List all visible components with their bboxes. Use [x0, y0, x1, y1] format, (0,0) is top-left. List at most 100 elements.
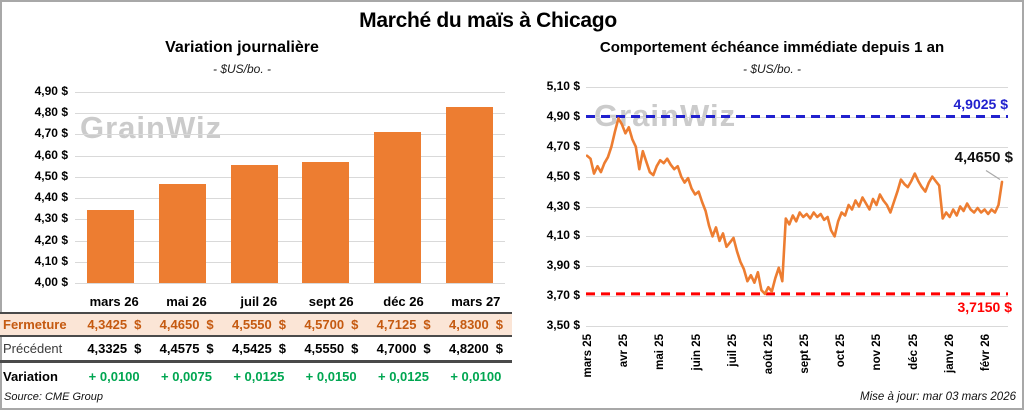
line-chart-subtitle: - $US/bo. - — [742, 62, 802, 76]
line-chart-ytick-label: 3,50 $ — [546, 318, 580, 332]
currency-symbol: $ — [134, 317, 142, 332]
line-chart-title: Comportement échéance immédiate depuis 1… — [599, 39, 945, 56]
gridline — [586, 266, 1008, 268]
row-label: Précédent — [3, 341, 63, 356]
bar-chart-ytick-label: 4,50 $ — [34, 168, 68, 183]
line-chart-ytick-label: 4,90 $ — [546, 108, 580, 123]
currency-symbol: $ — [495, 317, 503, 332]
gridline — [75, 113, 505, 115]
line-chart-xtick-label: juil 25 — [726, 334, 739, 367]
gridline — [586, 87, 1008, 88]
currency-symbol: $ — [423, 317, 431, 332]
line-chart-xtick-label: févr 26 — [980, 334, 992, 372]
line-chart-ytick-label: 5,10 $ — [546, 79, 580, 93]
bar — [87, 210, 135, 283]
bar-chart-ytick-label: 4,00 $ — [34, 275, 68, 289]
line-chart-xtick-label: mai 25 — [654, 334, 667, 370]
bar-chart-ytick-label: 4,10 $ — [34, 253, 68, 268]
cell-value: 4,7000 — [376, 341, 417, 356]
bar — [230, 165, 278, 283]
cell-value: 4,5550 — [232, 317, 272, 332]
futures-quote-table: mars 26 mai 26 juil 26 sept 26 déc 26 mars 27… — [0, 290, 512, 389]
table-row-precedent: Précédent 4,3325 $ 4,4575 $4,5425 $4,5550 $4,7… — [0, 337, 512, 363]
line-chart-ytick-label: 4,50 $ — [546, 168, 580, 183]
resistance-level-label: 4,9025 $ — [953, 96, 1009, 112]
cell-value: 4,5425 — [232, 341, 272, 356]
column-header: mars 26 — [89, 293, 139, 309]
line-chart-xtick-label: oct 25 — [835, 334, 848, 368]
line-chart-ytick-label: 3,90 $ — [546, 258, 580, 273]
cell-value: 4,7125 — [376, 317, 417, 332]
line-chart-ytick-label: 4,70 $ — [546, 138, 580, 153]
gridline — [586, 206, 1008, 208]
gridline — [75, 92, 505, 93]
bar-chart-ytick-label: 4,80 $ — [34, 105, 68, 120]
table-cell: 4,8300 $ — [440, 317, 512, 332]
line-chart-xtick-label: nov 25 — [871, 334, 884, 371]
cell-value: 4,8200 — [449, 341, 489, 356]
currency-symbol: $ — [134, 341, 142, 356]
table-cell: 4,3425 $ — [78, 317, 150, 332]
table-cell: + 0,0125 — [233, 368, 285, 384]
line-chart-xtick-label: avr 25 — [618, 334, 631, 368]
gridline — [586, 146, 1008, 148]
bar-chart-plot-area — [75, 92, 505, 284]
bar — [445, 106, 493, 283]
bar-chart-ytick-label: 4,20 $ — [34, 232, 68, 247]
last-price-label: 4,4650 $ — [954, 149, 1013, 166]
bar-chart-ytick-label: 4,60 $ — [34, 147, 68, 162]
cell-value: 4,5700 — [304, 317, 345, 332]
currency-symbol: $ — [423, 341, 431, 356]
gridline — [75, 240, 505, 242]
currency-symbol: $ — [351, 317, 359, 332]
grainwiz-watermark: GrainWiz — [80, 110, 223, 145]
gridline — [75, 155, 505, 157]
table-cell: 4,5550 $ — [223, 317, 295, 332]
table-cell: 4,4650 $ — [150, 317, 222, 332]
support-level-label: 3,7150 $ — [957, 299, 1013, 315]
table-cell: 4,7000 $ — [367, 341, 439, 356]
currency-symbol: $ — [278, 317, 286, 332]
line-chart-ytick-label: 4,30 $ — [546, 198, 580, 213]
table-header-row: mars 26 mai 26 juil 26 sept 26 déc 26 mars 27 — [0, 290, 512, 312]
line-chart-xtick-label: mars 25 — [582, 334, 594, 378]
gridline — [75, 261, 505, 263]
page-title: Marché du maïs à Chicago — [359, 9, 617, 32]
bar-chart-ytick-label: 4,30 $ — [34, 211, 68, 226]
gridline — [586, 176, 1008, 178]
table-cell: 4,5550 $ — [295, 341, 367, 356]
last-price-leader-line — [985, 169, 1001, 181]
gridline — [586, 296, 1008, 298]
cell-value: 4,5550 — [304, 341, 345, 356]
table-cell: 4,7125 $ — [367, 317, 439, 332]
bar — [374, 131, 421, 283]
column-header: mai 26 — [166, 293, 207, 309]
table-row-variation: Variation + 0,0100 + 0,0075 + 0,0125 + 0,015… — [0, 363, 512, 389]
table-cell: 4,3325 $ — [78, 341, 150, 356]
gridline — [75, 283, 505, 284]
cell-value: 4,4575 — [159, 341, 200, 356]
bar-chart-ytick-label: 4,40 $ — [34, 190, 68, 205]
currency-symbol: $ — [278, 341, 286, 356]
cell-value: 4,4650 — [159, 317, 200, 332]
table-cell: 4,5425 $ — [223, 341, 295, 356]
currency-symbol: $ — [206, 341, 214, 356]
cell-value: 4,3425 — [87, 317, 128, 332]
table-cell: + 0,0125 — [378, 368, 429, 384]
table-cell: + 0,0100 — [88, 368, 140, 384]
column-header: juil 26 — [240, 293, 278, 309]
price-series-line — [586, 117, 1004, 296]
currency-symbol: $ — [351, 341, 359, 356]
gridline — [75, 176, 505, 178]
line-chart-xtick-label: janv 26 — [943, 334, 956, 373]
update-note: Mise à jour: mar 03 mars 2026 — [860, 391, 1016, 403]
gridline — [75, 219, 505, 221]
bar-chart-subtitle: - $US/bo. - — [212, 62, 272, 76]
table-cell: 4,8200 $ — [440, 341, 512, 356]
gridline — [586, 236, 1008, 238]
table-cell: + 0,0075 — [161, 368, 212, 384]
line-chart-ytick-label: 3,70 $ — [546, 288, 580, 303]
table-cell: 4,5700 $ — [295, 317, 367, 332]
bar — [302, 162, 350, 283]
